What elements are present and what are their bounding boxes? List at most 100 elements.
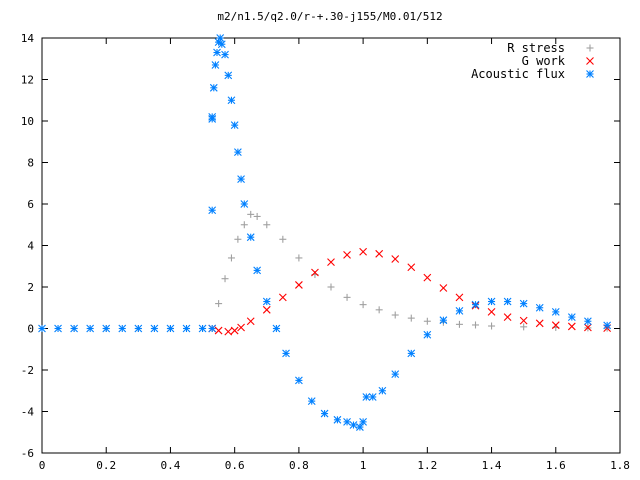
data-point	[503, 297, 512, 306]
axis-ticks: 0 0.2 0.4 0.6 0.8 1 1.2 1.4 1.6 1.8 -6 -4 -2 0 2 4 6 8 10 1…	[21, 32, 630, 472]
data-point	[455, 320, 463, 328]
data-point	[503, 313, 512, 321]
data-point	[240, 221, 248, 229]
x-tick-label: 0	[39, 459, 46, 472]
data-point	[221, 275, 229, 283]
legend-label: Acoustic flux	[471, 67, 565, 81]
data-point	[359, 247, 368, 256]
data-point	[209, 83, 218, 92]
data-point	[584, 317, 592, 326]
data-point	[118, 324, 127, 333]
data-point	[295, 254, 303, 262]
y-tick-label: -2	[21, 364, 34, 377]
data-point	[253, 212, 261, 220]
data-point	[455, 306, 464, 315]
data-point	[375, 306, 383, 314]
data-point	[224, 327, 233, 336]
x-tick-label: 0.6	[225, 459, 245, 472]
data-point	[359, 301, 367, 309]
data-point	[487, 297, 496, 306]
legend-marker	[586, 44, 594, 52]
data-point	[535, 319, 544, 328]
data-point	[278, 293, 287, 302]
data-point	[272, 324, 281, 333]
data-point	[211, 61, 220, 69]
data-point	[368, 393, 377, 401]
data-point	[70, 324, 79, 333]
data-point	[567, 322, 576, 331]
data-point	[333, 415, 342, 424]
x-tick-label: 1.8	[610, 459, 630, 472]
y-tick-label: 14	[21, 32, 35, 45]
data-point	[535, 303, 544, 312]
data-point	[423, 330, 432, 339]
data-point	[343, 417, 351, 426]
data-point	[246, 233, 255, 242]
data-point	[407, 314, 415, 322]
data-point	[375, 249, 384, 258]
data-point	[391, 255, 400, 263]
data-point	[198, 324, 207, 333]
data-point	[307, 397, 316, 406]
data-point	[253, 266, 262, 275]
data-point	[603, 321, 612, 330]
data-point	[343, 250, 351, 259]
data-point	[407, 349, 416, 358]
y-tick-label: 12	[21, 74, 34, 87]
data-point	[247, 210, 255, 218]
data-point	[391, 311, 399, 319]
data-point	[224, 71, 233, 80]
data-point	[240, 200, 249, 208]
data-point	[134, 324, 143, 333]
data-point	[282, 349, 290, 358]
data-point	[439, 284, 448, 292]
data-point	[359, 417, 368, 426]
data-point	[208, 324, 217, 333]
x-tick-label: 0.2	[96, 459, 116, 472]
data-point	[38, 324, 46, 333]
data-point	[488, 322, 496, 330]
y-tick-label: 10	[21, 115, 34, 128]
data-point	[519, 316, 528, 325]
legend-label: R stress	[507, 41, 565, 55]
y-tick-label: -6	[21, 447, 34, 460]
y-tick-label: 8	[27, 157, 34, 170]
data-point	[407, 263, 416, 272]
x-tick-label: 1.2	[417, 459, 437, 472]
data-point	[378, 386, 387, 395]
legend-label: G work	[522, 54, 566, 68]
x-tick-label: 1.4	[482, 459, 502, 472]
legend-marker	[586, 57, 594, 65]
data-point	[520, 323, 528, 331]
data-point	[584, 323, 592, 332]
data-point	[227, 254, 235, 262]
data-point	[423, 317, 431, 325]
data-point	[182, 324, 191, 333]
data-point	[150, 324, 159, 333]
data-point	[487, 308, 496, 316]
data-point	[217, 40, 226, 49]
data-point	[237, 175, 245, 183]
data-point	[423, 273, 432, 282]
data-point	[362, 393, 371, 401]
legend-marker	[586, 70, 594, 78]
data-point	[234, 235, 242, 243]
data-point	[230, 121, 239, 130]
data-point	[102, 324, 111, 333]
data-point	[551, 308, 560, 316]
chart-title: m2/n1.5/q2.0/r-+.30-j155/M0.01/512	[217, 10, 442, 23]
data-point	[208, 112, 217, 121]
data-point	[294, 376, 303, 385]
y-tick-label: 0	[27, 323, 34, 336]
data-point	[320, 409, 329, 418]
data-point	[86, 324, 95, 333]
data-point	[221, 50, 229, 59]
data-point	[471, 300, 480, 309]
data-point	[327, 258, 335, 266]
data-point	[327, 283, 335, 291]
data-point	[349, 421, 358, 429]
data-point	[439, 316, 448, 325]
